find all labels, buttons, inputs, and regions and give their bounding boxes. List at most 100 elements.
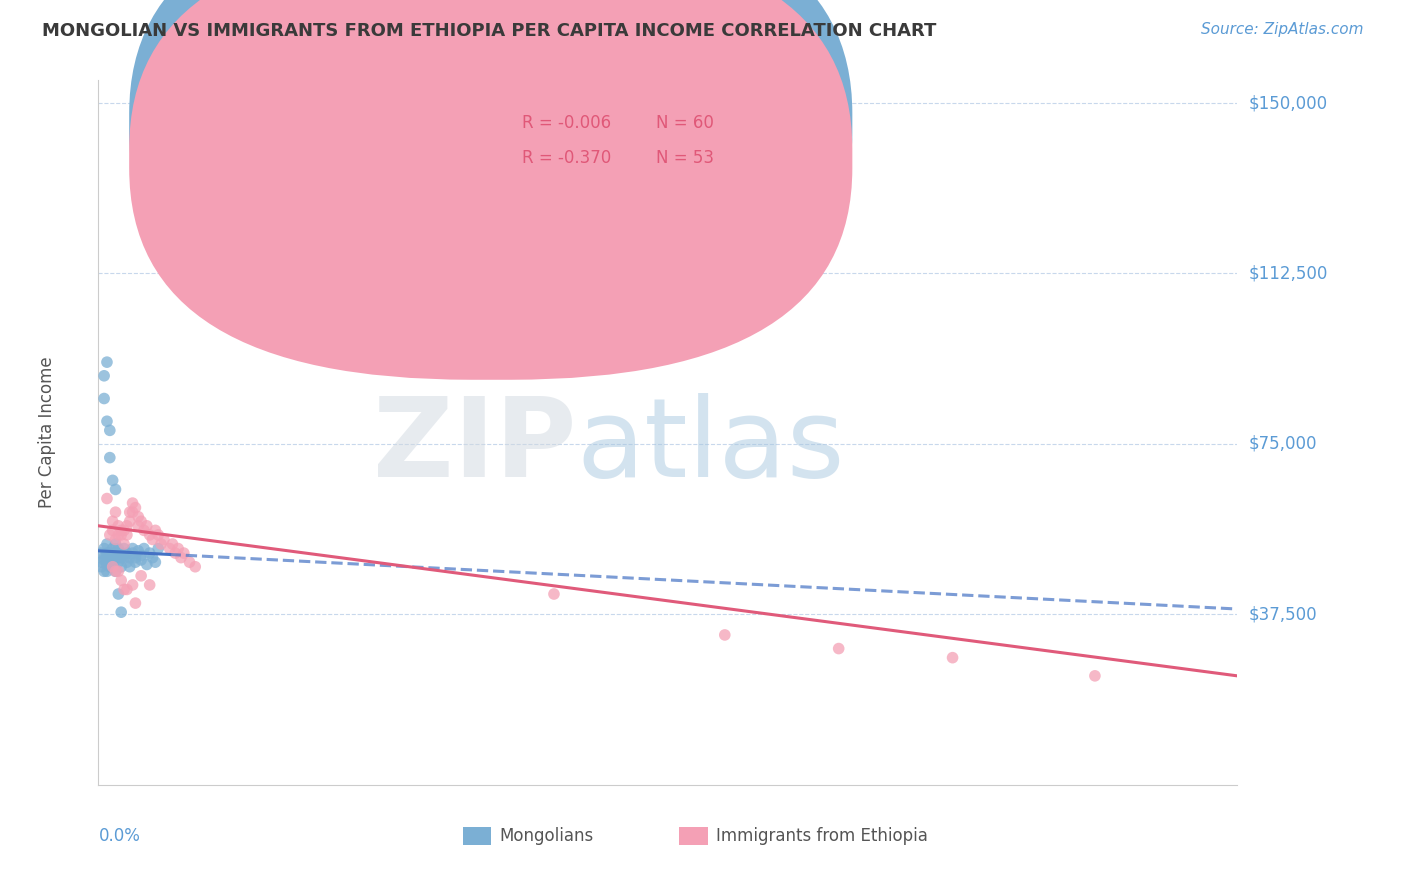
Point	[93, 541, 115, 556]
Point	[121, 546, 143, 560]
Point	[104, 550, 127, 565]
Point	[112, 582, 135, 597]
Text: Source: ZipAtlas.com: Source: ZipAtlas.com	[1201, 22, 1364, 37]
Point	[150, 537, 173, 551]
Point	[124, 500, 146, 515]
Bar	[679, 827, 707, 845]
Point	[110, 605, 132, 619]
FancyBboxPatch shape	[129, 0, 852, 380]
Point	[93, 550, 115, 565]
Point	[112, 550, 135, 565]
Point	[112, 524, 135, 538]
Point	[129, 553, 152, 567]
Point	[107, 518, 129, 533]
Point	[121, 578, 143, 592]
Point	[93, 553, 115, 567]
Point	[153, 533, 176, 547]
Text: atlas: atlas	[576, 393, 845, 500]
Point	[115, 546, 138, 560]
Text: $37,500: $37,500	[1249, 606, 1317, 624]
Point	[107, 528, 129, 542]
Point	[138, 578, 160, 592]
Point	[127, 544, 149, 558]
Point	[98, 546, 121, 560]
Point	[107, 550, 129, 565]
Point	[104, 537, 127, 551]
Point	[101, 555, 124, 569]
Point	[148, 528, 170, 542]
Text: Mongolians: Mongolians	[499, 828, 593, 846]
Point	[115, 555, 138, 569]
Point	[110, 524, 132, 538]
Point	[98, 559, 121, 574]
Point	[112, 537, 135, 551]
Point	[107, 555, 129, 569]
Point	[184, 559, 207, 574]
Point	[173, 546, 195, 560]
Point	[543, 587, 565, 601]
Point	[98, 553, 121, 567]
Point	[121, 541, 143, 556]
Point	[145, 524, 167, 538]
Point	[93, 564, 115, 578]
Point	[98, 450, 121, 465]
Point	[104, 483, 127, 497]
Text: Immigrants from Ethiopia: Immigrants from Ethiopia	[716, 828, 928, 846]
Point	[135, 518, 157, 533]
Point	[118, 505, 141, 519]
Point	[104, 533, 127, 547]
Point	[104, 564, 127, 578]
Point	[942, 650, 965, 665]
Point	[159, 541, 181, 556]
Point	[132, 541, 155, 556]
Point	[124, 550, 146, 565]
Point	[112, 541, 135, 556]
Point	[98, 528, 121, 542]
Point	[162, 537, 184, 551]
Text: N = 53: N = 53	[657, 150, 714, 168]
Point	[107, 587, 129, 601]
Point	[110, 550, 132, 565]
Point	[96, 546, 118, 560]
Text: 0.0%: 0.0%	[98, 827, 141, 846]
Point	[121, 505, 143, 519]
Point	[101, 559, 124, 574]
Text: ZIP: ZIP	[374, 393, 576, 500]
Point	[96, 355, 118, 369]
Text: $150,000: $150,000	[1249, 94, 1327, 112]
Point	[96, 558, 118, 572]
Point	[121, 496, 143, 510]
Point	[129, 514, 152, 528]
Point	[148, 541, 170, 556]
Point	[115, 528, 138, 542]
Point	[115, 582, 138, 597]
Point	[124, 596, 146, 610]
Point	[101, 474, 124, 488]
Point	[167, 541, 190, 556]
Point	[118, 514, 141, 528]
Point	[93, 368, 115, 383]
Point	[101, 541, 124, 556]
Point	[101, 550, 124, 565]
Point	[124, 555, 146, 569]
Point	[828, 641, 851, 656]
Point	[145, 555, 167, 569]
FancyBboxPatch shape	[129, 0, 852, 344]
Text: N = 60: N = 60	[657, 114, 714, 132]
Point	[138, 528, 160, 542]
Point	[714, 628, 737, 642]
Point	[96, 564, 118, 578]
Text: $75,000: $75,000	[1249, 435, 1317, 453]
Point	[104, 564, 127, 578]
Point	[96, 414, 118, 428]
Point	[118, 550, 141, 565]
Point	[98, 549, 121, 563]
Point	[127, 518, 149, 533]
Point	[96, 537, 118, 551]
Point	[107, 564, 129, 578]
Point	[129, 549, 152, 563]
Point	[101, 559, 124, 574]
Point	[104, 546, 127, 560]
Point	[101, 524, 124, 538]
Point	[118, 559, 141, 574]
